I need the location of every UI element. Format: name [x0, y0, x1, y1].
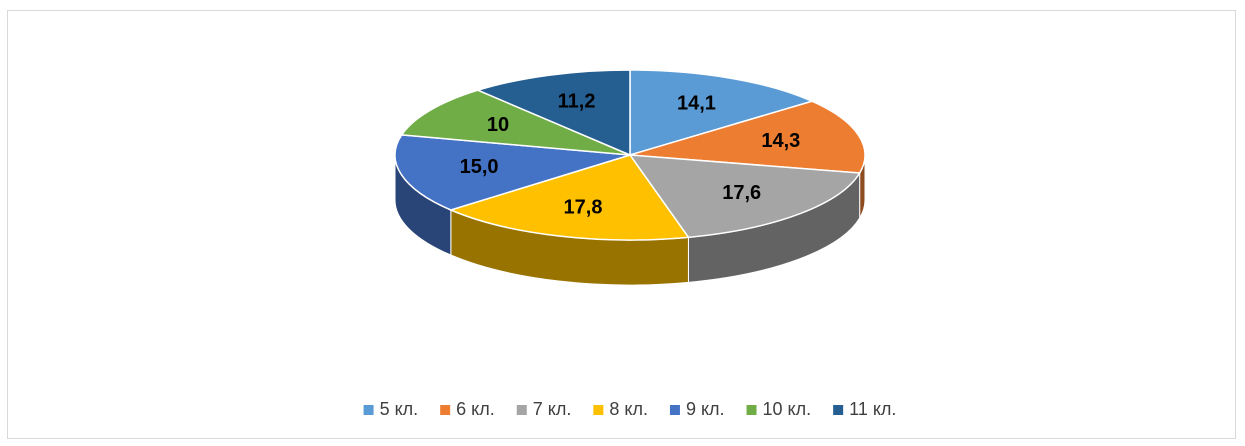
legend-label: 9 кл.: [686, 399, 725, 419]
data-label: 17,8: [564, 197, 603, 219]
data-label: 10: [487, 114, 509, 136]
legend-swatch: [363, 405, 374, 415]
legend-swatch: [440, 405, 451, 415]
legend-swatch: [833, 405, 844, 415]
pie-slice: [629, 100, 866, 174]
data-label: 14,3: [761, 130, 800, 152]
legend-swatch: [593, 405, 604, 415]
legend: 5 кл. 6 кл. 7 кл. 8 кл. 9 кл. 10 кл. 11 кл.: [363, 399, 896, 419]
pie-slice: [628, 154, 861, 239]
legend-label: 7 кл.: [533, 399, 572, 419]
legend-swatch: [516, 405, 527, 415]
data-label: 15,0: [460, 156, 499, 178]
legend-label: 11 кл.: [849, 399, 896, 419]
legend-label: 10 кл.: [763, 399, 812, 419]
pie-slice: [400, 89, 631, 156]
pie-slice: [394, 134, 631, 211]
legend-label: 6 кл.: [456, 399, 495, 419]
pie-slice: [448, 154, 690, 241]
legend-swatch: [746, 405, 757, 415]
data-label: 11,2: [558, 91, 596, 113]
legend-swatch: [669, 405, 680, 415]
pie-slice: [629, 69, 815, 157]
data-label: 17,6: [722, 182, 761, 204]
data-label: 14,1: [677, 93, 716, 115]
pie-slice: [475, 69, 631, 157]
legend-label: 8 кл.: [609, 399, 648, 419]
legend-label: 5 кл.: [380, 399, 419, 419]
